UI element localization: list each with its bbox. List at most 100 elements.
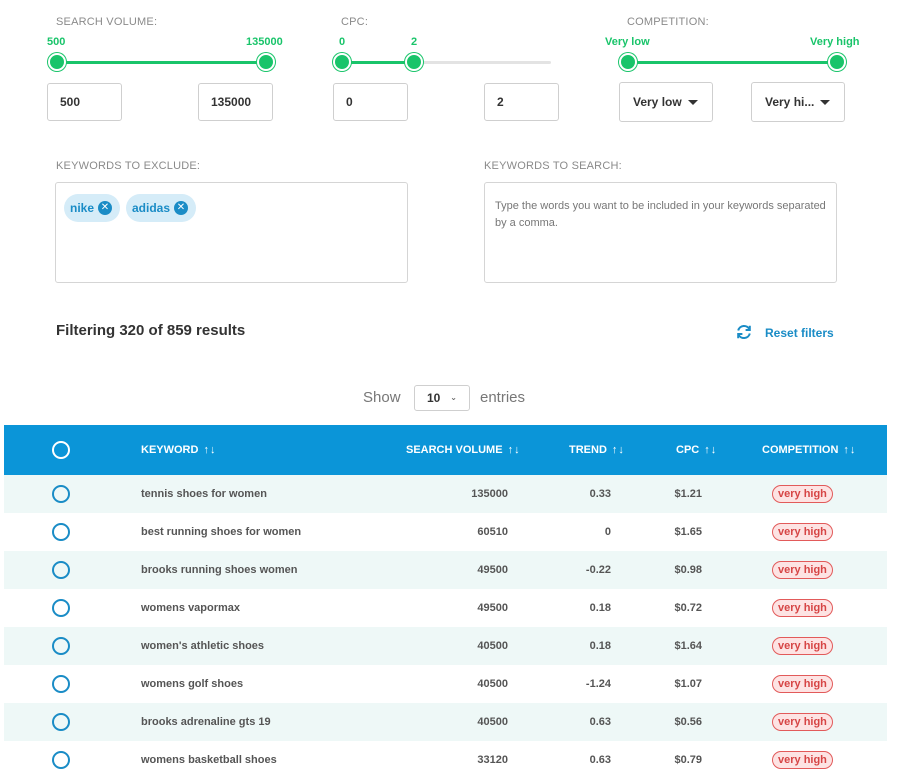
sort-icon[interactable]: ↑↓ [704,444,718,456]
search-volume-min-handle[interactable] [48,53,66,71]
search-volume-max-label: 135000 [246,36,283,48]
cpc-cell: $0.98 [674,564,702,576]
column-trend[interactable]: TREND ↑↓ [569,425,625,475]
row-select-radio[interactable] [52,675,70,693]
close-icon[interactable]: ✕ [98,201,112,215]
search-volume-cell: 60510 [477,526,508,538]
competition-max-select-value: Very hi... [765,95,815,109]
cpc-cell: $1.21 [674,488,702,500]
row-select-radio[interactable] [52,523,70,541]
table-row[interactable]: tennis shoes for women 135000 0.33 $1.21 ver… [4,475,887,513]
competition-badge: very high [772,523,833,541]
search-volume-cell: 135000 [471,488,508,500]
column-competition[interactable]: COMPETITION ↑↓ [762,425,856,475]
column-cpc-label: CPC [676,444,700,456]
column-search-volume[interactable]: SEARCH VOLUME ↑↓ [406,425,521,475]
column-competition-label: COMPETITION [762,444,839,456]
column-trend-label: TREND [569,444,607,456]
refresh-icon[interactable] [735,323,753,341]
competition-badge: very high [772,561,833,579]
exclude-chip-label: adidas [132,201,171,215]
sort-icon[interactable]: ↑↓ [507,444,521,456]
cpc-max-label: 2 [411,36,418,48]
row-select-radio[interactable] [52,561,70,579]
search-keywords-placeholder: Type the words you want to be included i… [495,200,826,229]
chevron-down-icon [820,100,830,105]
keyword-cell: brooks adrenaline gts 19 [141,716,271,728]
table-header: KEYWORD ↑↓ SEARCH VOLUME ↑↓ TREND ↑↓ CPC ↑↓ … [4,425,887,475]
search-volume-max-handle[interactable] [257,53,275,71]
competition-max-handle[interactable] [828,53,846,71]
table-row[interactable]: brooks adrenaline gts 19 40500 0.63 $0.56 ve… [4,703,887,741]
table-row[interactable]: best running shoes for women 60510 0 $1.65 v… [4,513,887,551]
reset-filters-button[interactable]: Reset filters [765,326,834,340]
search-volume-cell: 49500 [477,602,508,614]
cpc-cell: $1.07 [674,678,702,690]
table-row[interactable]: womens basketball shoes 33120 0.63 $0.79 ver… [4,741,887,775]
exclude-chip: nike ✕ [64,194,120,222]
sort-icon[interactable]: ↑↓ [203,444,217,456]
cpc-min-handle[interactable] [333,53,351,71]
competition-badge: very high [772,485,833,503]
row-select-radio[interactable] [52,713,70,731]
keyword-cell: womens golf shoes [141,678,244,690]
row-select-radio[interactable] [52,751,70,769]
competition-max-select[interactable]: Very hi... [751,82,845,122]
exclude-chip: adidas ✕ [126,194,196,222]
cpc-min-input[interactable]: 0 [333,83,408,121]
trend-cell: 0.18 [589,640,611,652]
cpc-cell: $1.65 [674,526,702,538]
keyword-cell: women's athletic shoes [141,640,265,652]
competition-min-handle[interactable] [619,53,637,71]
search-volume-max-input[interactable]: 135000 [198,83,273,121]
chevron-down-icon: ⌄ [450,393,457,402]
trend-cell: -0.22 [585,564,611,576]
entries-select[interactable]: 10 ⌄ [414,385,470,411]
cpc-cell: $0.79 [674,754,702,766]
trend-cell: 0.33 [589,488,611,500]
table-row[interactable]: womens vapormax 49500 0.18 $0.72 very high [4,589,887,627]
competition-badge: very high [772,675,833,693]
competition-min-select[interactable]: Very low [619,82,713,122]
search-keywords-field[interactable]: Type the words you want to be included i… [484,182,837,283]
table-row[interactable]: brooks running shoes women 49500 -0.22 $0.9… [4,551,887,589]
results-summary: Filtering 320 of 859 results [56,322,246,339]
close-icon[interactable]: ✕ [174,201,188,215]
search-volume-cell: 40500 [477,678,508,690]
cpc-cell: $0.56 [674,716,702,728]
keyword-cell: brooks running shoes women [141,564,298,576]
competition-badge: very high [772,599,833,617]
table-row[interactable]: womens golf shoes 40500 -1.24 $1.07 very hig… [4,665,887,703]
column-cpc[interactable]: CPC ↑↓ [676,425,717,475]
cpc-max-input[interactable]: 2 [484,83,559,121]
cpc-track [342,61,551,64]
column-keyword[interactable]: KEYWORD ↑↓ [141,425,216,475]
trend-cell: -1.24 [585,678,611,690]
search-volume-track [57,61,266,64]
row-select-radio[interactable] [52,599,70,617]
entries-label: entries [480,389,526,406]
row-select-radio[interactable] [52,485,70,503]
competition-min-label: Very low [605,36,650,48]
keyword-cell: tennis shoes for women [141,488,267,500]
row-select-radio[interactable] [52,637,70,655]
column-volume-label: SEARCH VOLUME [406,444,503,456]
search-volume-label: SEARCH VOLUME: [56,16,158,28]
exclude-label: KEYWORDS TO EXCLUDE: [56,160,201,172]
search-volume-min-label: 500 [47,36,66,48]
table-row[interactable]: women's athletic shoes 40500 0.18 $1.64 very… [4,627,887,665]
search-volume-min-input[interactable]: 500 [47,83,122,121]
trend-cell: 0.63 [589,754,611,766]
show-label: Show [363,389,401,406]
cpc-max-handle[interactable] [405,53,423,71]
trend-cell: 0.63 [589,716,611,728]
cpc-track-fill [342,61,414,64]
column-keyword-label: KEYWORD [141,444,199,456]
sort-icon[interactable]: ↑↓ [611,444,625,456]
sort-icon[interactable]: ↑↓ [843,444,857,456]
keyword-cell: best running shoes for women [141,526,302,538]
select-all-radio[interactable] [52,441,70,459]
exclude-keywords-field[interactable]: nike ✕ adidas ✕ [55,182,408,283]
search-volume-cell: 33120 [477,754,508,766]
trend-cell: 0.18 [589,602,611,614]
